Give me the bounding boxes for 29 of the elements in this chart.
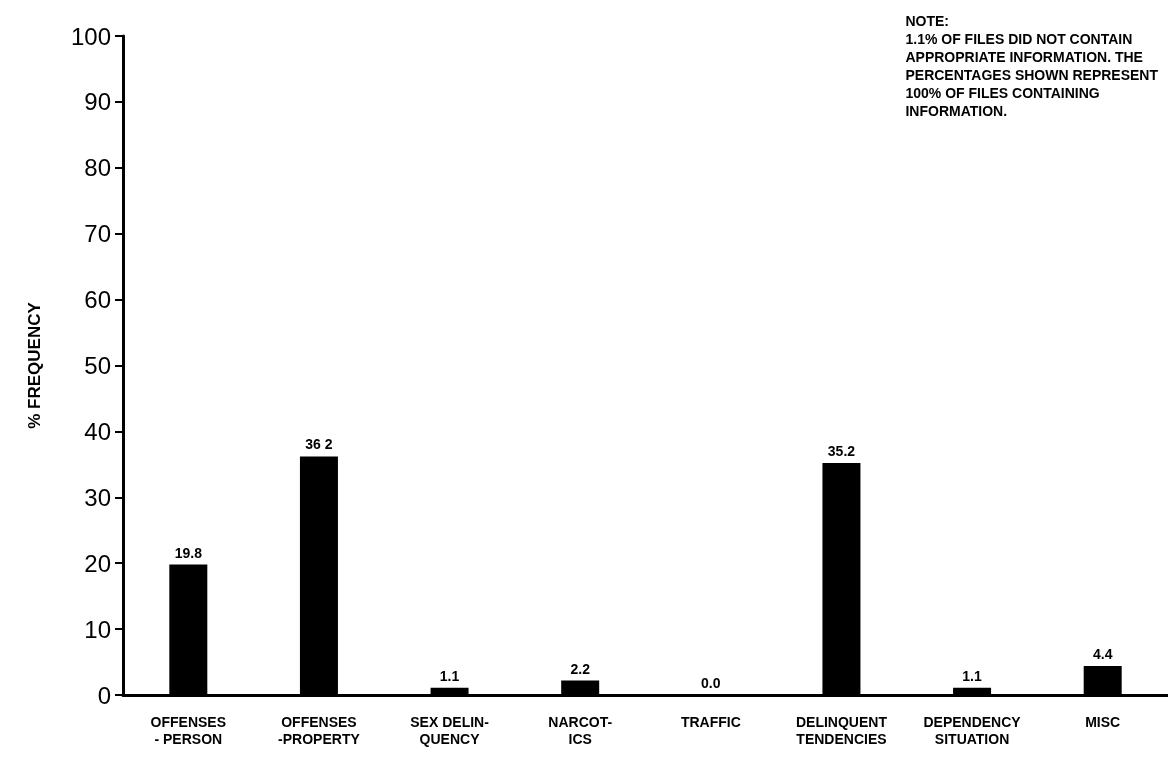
x-tick-label: SEX DELIN- QUENCY: [410, 713, 490, 747]
y-tick-label: 90: [84, 88, 111, 116]
x-tick-label: DEPENDENCY SITUATION: [923, 713, 1022, 747]
y-tick-label: 50: [84, 352, 111, 379]
x-tick-label: NARCOT- ICS: [548, 713, 613, 747]
x-tick-label: OFFENSES -PROPERTY: [278, 713, 361, 747]
data-label: 2.2: [570, 660, 591, 677]
y-axis-title: % FREQUENCY: [25, 301, 44, 429]
data-label: 1.1: [962, 667, 982, 684]
data-label: 36 2: [305, 436, 333, 453]
y-tick-label: 100: [70, 22, 111, 50]
x-tick-label: DELINQUENT TENDENCIES: [795, 713, 888, 747]
x-tick-label: OFFENSES - PERSON: [150, 713, 227, 747]
data-label: 1.1: [439, 667, 460, 684]
y-tick-label: 40: [84, 417, 111, 445]
x-tick-label: MISC: [1085, 713, 1121, 730]
y-tick-label: 70: [84, 220, 111, 248]
y-tick-label: 30: [84, 483, 111, 511]
annotation: NOTE: 1.1% OF FILES DID NOT CONTAIN APPROPRIATE INFORMATION. THE PERCENTAGES SHOWN REPRESENT 100% OF FILES CONTAINING INFORMATION.: [905, 13, 1159, 119]
data-label: 0.0: [701, 675, 721, 691]
y-tick-label: 60: [84, 286, 111, 314]
y-tick-label: 20: [84, 549, 111, 577]
data-label: 35.2: [827, 443, 856, 460]
y-tick-label: 80: [84, 154, 111, 182]
y-tick-label: 10: [84, 615, 111, 643]
data-label: 4.4: [1092, 646, 1113, 662]
x-tick-label: TRAFFIC: [680, 713, 741, 730]
data-label: 19.8: [174, 544, 203, 561]
y-tick-label: 0: [97, 681, 111, 709]
